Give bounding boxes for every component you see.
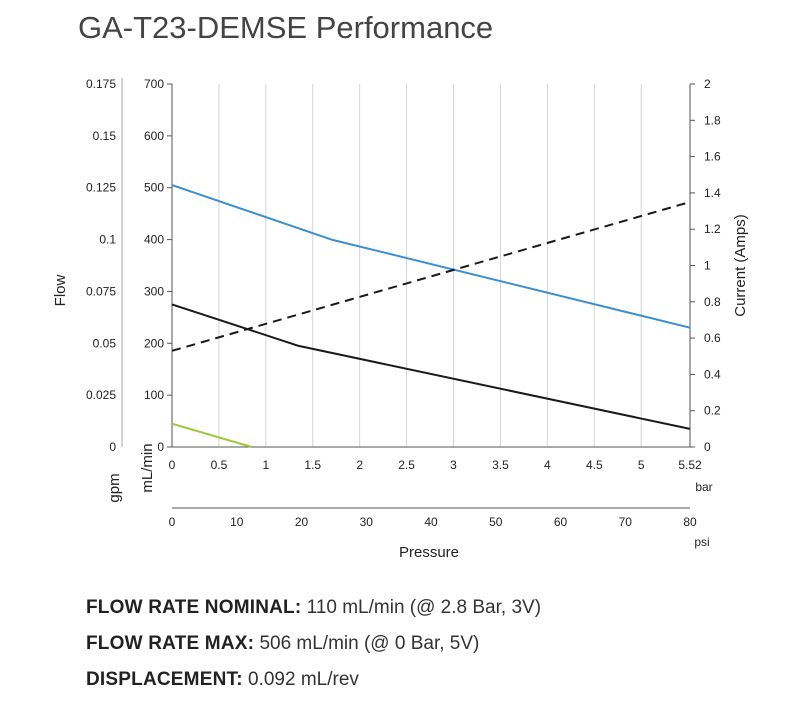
y-tick-label-current: 1 (704, 259, 711, 273)
y-tick-label-current: 2 (704, 77, 711, 91)
x-tick-label-psi: 0 (169, 515, 176, 529)
spec-flow-rate-max: FLOW RATE MAX: 506 mL/min (@ 0 Bar, 5V) (86, 632, 541, 668)
y-tick-label-gpm: 0.05 (93, 336, 117, 350)
x-tick-label-bar: 1 (262, 458, 269, 472)
spec-key: FLOW RATE NOMINAL: (86, 597, 302, 618)
y-tick-label-gpm: 0.025 (86, 388, 116, 402)
y-tick-label-gpm: 0.1 (99, 233, 116, 247)
spec-value: 0.092 mL/rev (248, 669, 359, 690)
y-tick-label-ml: 700 (144, 77, 164, 91)
y-tick-label-gpm: 0.075 (86, 284, 116, 298)
y-tick-label-ml: 200 (144, 336, 164, 350)
y-tick-label-ml: 400 (144, 233, 164, 247)
y-tick-label-ml: 100 (144, 388, 164, 402)
series-line-blue-solid (171, 184, 691, 329)
x-tick-label-bar: 0.5 (211, 458, 228, 472)
spec-value: 506 mL/min (@ 0 Bar, 5V) (259, 633, 480, 654)
spec-key: DISPLACEMENT: (86, 669, 243, 690)
y-tick-label-gpm: 0.125 (86, 181, 116, 195)
x-tick-label-psi: 60 (554, 515, 568, 529)
y-unit-gpm: gpm (106, 473, 123, 502)
y-tick-label-current: 0.6 (704, 331, 721, 345)
x-axis-title: Pressure (399, 544, 459, 561)
x-tick-label-bar: 4 (544, 458, 551, 472)
spec-value: 110 mL/min (@ 2.8 Bar, 3V) (306, 597, 542, 618)
y-tick-label-ml: 600 (144, 129, 164, 143)
x-tick-label-psi: 50 (489, 515, 503, 529)
x-tick-label-psi: 30 (360, 515, 374, 529)
x-tick-label-psi: 70 (619, 515, 633, 529)
x-tick-label-bar: 3 (450, 458, 457, 472)
y-axis-title-right: Current (Amps) (732, 214, 749, 317)
performance-chart: 010020030040050060070000.0250.050.0750.1… (52, 77, 749, 561)
chart-title: GA-T23-DEMSE Performance (78, 10, 494, 45)
y-tick-label-current: 0.4 (704, 367, 721, 381)
x-tick-label-psi: 10 (230, 515, 244, 529)
x-tick-label-bar: 3.5 (492, 458, 509, 472)
y-tick-label-current: 1.8 (704, 113, 721, 127)
y-tick-label-gpm: 0.15 (93, 129, 117, 143)
y-tick-label-current: 0 (704, 440, 711, 454)
x-unit-psi: psi (694, 535, 709, 549)
x-tick-label-psi: 40 (424, 515, 438, 529)
y-tick-label-ml: 500 (144, 181, 164, 195)
x-tick-label-bar: 2 (356, 458, 363, 472)
x-tick-label-bar: 0 (169, 458, 176, 472)
y-tick-label-ml: 0 (157, 440, 164, 454)
series-line-black-solid (171, 303, 691, 430)
x-unit-bar: bar (695, 480, 712, 494)
x-tick-label-bar: 5 (638, 458, 645, 472)
y-axis-title-left: Flow (52, 274, 69, 306)
y-tick-label-ml: 300 (144, 284, 164, 298)
y-tick-label-current: 1.2 (704, 222, 721, 236)
y-tick-label-gpm: 0.175 (86, 77, 116, 91)
spec-list: FLOW RATE NOMINAL: 110 mL/min (@ 2.8 Bar… (86, 596, 541, 704)
x-tick-label-psi: 20 (295, 515, 309, 529)
y-tick-label-current: 1.6 (704, 150, 721, 164)
x-tick-label-bar: 1.5 (304, 458, 321, 472)
x-tick-label-bar: 2.5 (398, 458, 415, 472)
y-tick-label-current: 0.8 (704, 295, 721, 309)
series-line-green-solid (171, 422, 253, 448)
x-tick-label-psi: 80 (683, 515, 697, 529)
x-tick-label-bar: 5.52 (678, 458, 702, 472)
y-tick-label-gpm: 0 (109, 440, 116, 454)
y-tick-label-current: 0.2 (704, 404, 721, 418)
x-tick-label-bar: 4.5 (586, 458, 603, 472)
y-unit-ml: mL/min (139, 443, 156, 492)
spec-displacement: DISPLACEMENT: 0.092 mL/rev (86, 668, 541, 704)
series-line-black-dashed (171, 201, 691, 352)
spec-key: FLOW RATE MAX: (86, 633, 255, 654)
y-tick-label-current: 1.4 (704, 186, 721, 200)
spec-flow-rate-nominal: FLOW RATE NOMINAL: 110 mL/min (@ 2.8 Bar… (86, 596, 541, 632)
